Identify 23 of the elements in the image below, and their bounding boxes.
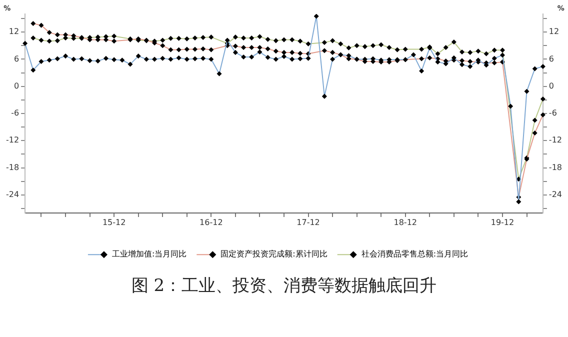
- legend-label: 社会消费品零售总额:当月同比: [361, 250, 468, 259]
- x-tick-label: 18-12: [394, 218, 417, 227]
- y2-tick-label: -6: [548, 108, 557, 118]
- y2-tick-label: -18: [548, 162, 562, 172]
- y-tick-label: -24: [6, 190, 20, 199]
- legend-label: 固定资产投资完成额:累计同比: [220, 250, 328, 259]
- y-tick-label: 6: [14, 54, 20, 64]
- y-tick-label: -12: [6, 136, 20, 145]
- x-tick-label: 17-12: [296, 218, 320, 227]
- x-tick-label: 15-12: [102, 218, 126, 227]
- y2-tick-label: -12: [548, 136, 562, 145]
- y-tick-label: 0: [14, 81, 20, 90]
- y-tick-label: -6: [11, 108, 20, 118]
- y2-tick-label: -24: [548, 190, 562, 199]
- y-tick-label: 12: [8, 27, 20, 36]
- text: 图 2：工业、投资、消费等数据触底回升: [131, 276, 437, 296]
- y2-tick-label: 12: [548, 27, 560, 36]
- x-tick-label: 16-12: [200, 218, 223, 227]
- legend-label: 工业增加值:当月同比: [112, 250, 187, 259]
- x-tick-label: 19-12: [490, 218, 514, 227]
- y-tick-label: -18: [6, 162, 20, 172]
- y2-tick-label: 0: [548, 81, 554, 90]
- y2-tick-label: 6: [548, 54, 554, 64]
